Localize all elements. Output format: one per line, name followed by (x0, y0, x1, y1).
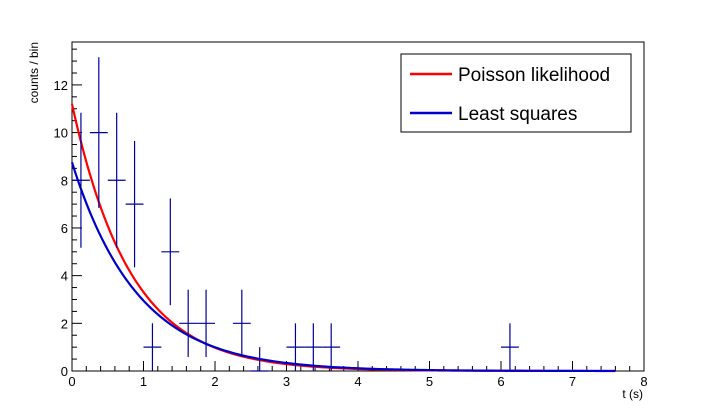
fit-curves (70, 103, 616, 373)
data-point (197, 289, 215, 357)
x-tick-label: 2 (211, 374, 218, 389)
data-point (232, 289, 251, 357)
data-point (179, 289, 198, 357)
x-tick-label: 5 (426, 374, 433, 389)
data-point (250, 347, 269, 372)
least-squares-fit-curve (70, 162, 616, 373)
legend-box (400, 53, 632, 133)
data-point (161, 198, 180, 306)
y-axis-label: counts / bin (27, 42, 41, 103)
data-point (143, 323, 162, 371)
x-tick-label: 3 (283, 374, 290, 389)
data-point (107, 112, 126, 248)
y-tick-label: 6 (61, 221, 68, 236)
x-tick-label: 1 (140, 374, 147, 389)
x-tick-label: 4 (354, 374, 361, 389)
y-tick-label: 4 (61, 269, 68, 284)
x-tick-label: 0 (68, 374, 75, 389)
x-tick-label: 6 (497, 374, 504, 389)
legend: Poisson likelihood Least squares (400, 53, 632, 133)
data-point (72, 112, 90, 248)
x-tick-label: 8 (640, 374, 647, 389)
data-point (322, 323, 341, 371)
data-point (125, 140, 144, 268)
data-point (304, 323, 323, 371)
data-points (72, 57, 519, 372)
x-tick-label: 7 (569, 374, 576, 389)
y-tick-label: 10 (54, 126, 68, 141)
y-tick-label: 0 (61, 364, 68, 379)
y-tick-label: 12 (54, 78, 68, 93)
y-tick-label: 2 (61, 316, 68, 331)
legend-label-poisson: Poisson likelihood (458, 65, 610, 86)
data-point (501, 323, 519, 371)
data-point (286, 323, 305, 371)
poisson-fit-curve (70, 103, 616, 373)
legend-label-least-squares: Least squares (458, 104, 577, 125)
data-point (89, 57, 108, 208)
y-tick-label: 8 (61, 173, 68, 188)
x-axis-label: t (s) (622, 387, 643, 401)
